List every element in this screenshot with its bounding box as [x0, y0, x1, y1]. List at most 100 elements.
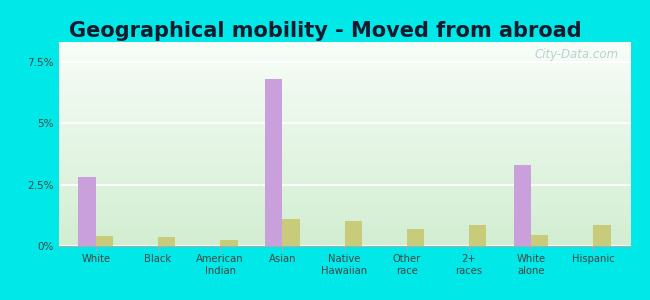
- Bar: [58, 133, 630, 134]
- Bar: [58, 183, 630, 184]
- Bar: [58, 193, 630, 194]
- Bar: [96, 236, 113, 246]
- Bar: [58, 160, 630, 161]
- Bar: [58, 67, 630, 68]
- Bar: [58, 48, 630, 49]
- Bar: [58, 84, 630, 85]
- Bar: [58, 95, 630, 96]
- Bar: [58, 242, 630, 243]
- Bar: [58, 139, 630, 140]
- Bar: [58, 169, 630, 170]
- Bar: [58, 224, 630, 225]
- Bar: [58, 202, 630, 203]
- Bar: [58, 207, 630, 208]
- Bar: [58, 212, 630, 213]
- Bar: [58, 170, 630, 172]
- Bar: [58, 191, 630, 192]
- Bar: [58, 45, 630, 46]
- Bar: [58, 70, 630, 72]
- Bar: [58, 105, 630, 106]
- Bar: [58, 65, 630, 67]
- Bar: [58, 235, 630, 236]
- Bar: [58, 55, 630, 56]
- Bar: [58, 92, 630, 93]
- Bar: [344, 221, 362, 246]
- Bar: [58, 110, 630, 111]
- Bar: [58, 167, 630, 169]
- Bar: [58, 127, 630, 128]
- Bar: [58, 148, 630, 149]
- Bar: [58, 147, 630, 148]
- Bar: [58, 187, 630, 188]
- Bar: [58, 42, 630, 43]
- Bar: [58, 218, 630, 220]
- Bar: [265, 79, 282, 246]
- Bar: [58, 113, 630, 114]
- Bar: [220, 240, 237, 246]
- Bar: [58, 245, 630, 246]
- Bar: [58, 90, 630, 91]
- Bar: [58, 47, 630, 48]
- Bar: [58, 144, 630, 145]
- Bar: [58, 159, 630, 160]
- Bar: [58, 62, 630, 63]
- Bar: [593, 225, 610, 246]
- Bar: [407, 229, 424, 246]
- Bar: [58, 239, 630, 240]
- Bar: [58, 176, 630, 177]
- Bar: [58, 233, 630, 234]
- Bar: [58, 129, 630, 130]
- Bar: [58, 76, 630, 77]
- Bar: [58, 78, 630, 79]
- Bar: [58, 205, 630, 206]
- Bar: [282, 219, 300, 246]
- Bar: [79, 177, 96, 246]
- Bar: [58, 162, 630, 164]
- Bar: [58, 112, 630, 113]
- Bar: [58, 134, 630, 135]
- Bar: [58, 100, 630, 101]
- Bar: [58, 123, 630, 124]
- Bar: [58, 46, 630, 47]
- Bar: [58, 201, 630, 202]
- Bar: [58, 89, 630, 90]
- Bar: [58, 145, 630, 146]
- Bar: [58, 178, 630, 179]
- Bar: [58, 210, 630, 211]
- Bar: [58, 126, 630, 127]
- Bar: [58, 194, 630, 195]
- Bar: [58, 203, 630, 204]
- Bar: [58, 215, 630, 216]
- Bar: [58, 150, 630, 151]
- Bar: [531, 235, 549, 246]
- Bar: [58, 244, 630, 245]
- Bar: [58, 103, 630, 104]
- Bar: [58, 91, 630, 92]
- Bar: [58, 156, 630, 157]
- Bar: [58, 44, 630, 45]
- Bar: [58, 172, 630, 174]
- Bar: [58, 54, 630, 55]
- Bar: [58, 131, 630, 132]
- Bar: [58, 211, 630, 212]
- Bar: [58, 185, 630, 186]
- Bar: [58, 146, 630, 147]
- Bar: [58, 86, 630, 87]
- Bar: [58, 237, 630, 238]
- Bar: [58, 209, 630, 210]
- Bar: [58, 94, 630, 95]
- Bar: [58, 64, 630, 65]
- Bar: [58, 51, 630, 52]
- Bar: [58, 58, 630, 59]
- Bar: [58, 179, 630, 180]
- Bar: [58, 85, 630, 86]
- Bar: [58, 196, 630, 197]
- Bar: [58, 177, 630, 178]
- Bar: [58, 149, 630, 150]
- Bar: [58, 158, 630, 159]
- Bar: [58, 108, 630, 109]
- Bar: [58, 99, 630, 100]
- Bar: [58, 199, 630, 200]
- Bar: [58, 165, 630, 166]
- Bar: [58, 197, 630, 198]
